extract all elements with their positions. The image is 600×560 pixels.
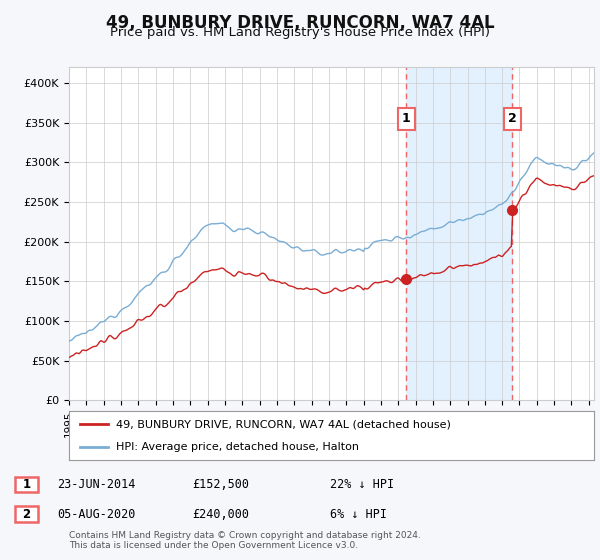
Text: Contains HM Land Registry data © Crown copyright and database right 2024.
This d: Contains HM Land Registry data © Crown c… bbox=[69, 530, 421, 550]
Text: 2: 2 bbox=[22, 507, 31, 521]
Text: 49, BUNBURY DRIVE, RUNCORN, WA7 4AL: 49, BUNBURY DRIVE, RUNCORN, WA7 4AL bbox=[106, 14, 494, 32]
Text: 2: 2 bbox=[508, 113, 517, 125]
Text: 6% ↓ HPI: 6% ↓ HPI bbox=[330, 507, 387, 521]
Bar bbox=[406, 67, 512, 400]
Text: £240,000: £240,000 bbox=[192, 507, 249, 521]
Text: 23-JUN-2014: 23-JUN-2014 bbox=[57, 478, 136, 491]
Text: £152,500: £152,500 bbox=[192, 478, 249, 491]
Text: 05-AUG-2020: 05-AUG-2020 bbox=[57, 507, 136, 521]
Text: 1: 1 bbox=[402, 113, 411, 125]
Text: HPI: Average price, detached house, Halton: HPI: Average price, detached house, Halt… bbox=[116, 442, 359, 452]
Text: Price paid vs. HM Land Registry's House Price Index (HPI): Price paid vs. HM Land Registry's House … bbox=[110, 26, 490, 39]
Text: 22% ↓ HPI: 22% ↓ HPI bbox=[330, 478, 394, 491]
Text: 49, BUNBURY DRIVE, RUNCORN, WA7 4AL (detached house): 49, BUNBURY DRIVE, RUNCORN, WA7 4AL (det… bbox=[116, 419, 451, 430]
Text: 1: 1 bbox=[22, 478, 31, 491]
